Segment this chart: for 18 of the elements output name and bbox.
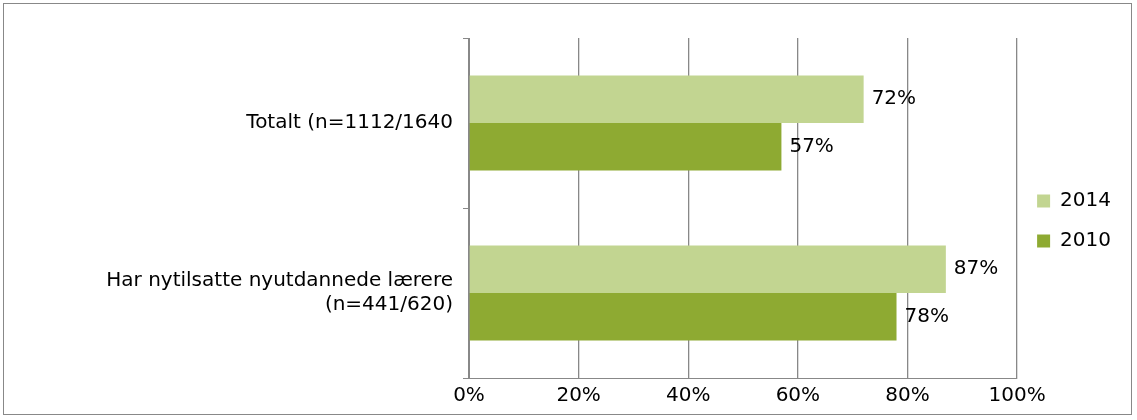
bar [469,293,897,341]
bar [469,75,864,123]
data-label: 57% [789,133,834,157]
bar [469,245,946,293]
x-tick-label: 80% [885,382,930,407]
x-tick-label: 40% [666,382,711,407]
x-tick-label: 0% [453,382,485,407]
legend-label: 2014 [1060,187,1112,212]
data-label: 87% [953,255,999,280]
data-label: 78% [904,303,949,327]
y-tick-label: Totalt (n=1112/1640 [245,109,453,134]
data-label: 72% [871,85,917,110]
x-tick-label: 100% [988,382,1046,407]
x-tick-label: 60% [775,382,821,407]
bar [469,123,782,171]
y-tick-label: Har nytilsatte nyutdannede lærere (n=441/620) [106,267,453,316]
legend-label: 2010 [1060,227,1112,252]
x-tick-label: 20% [556,382,601,407]
